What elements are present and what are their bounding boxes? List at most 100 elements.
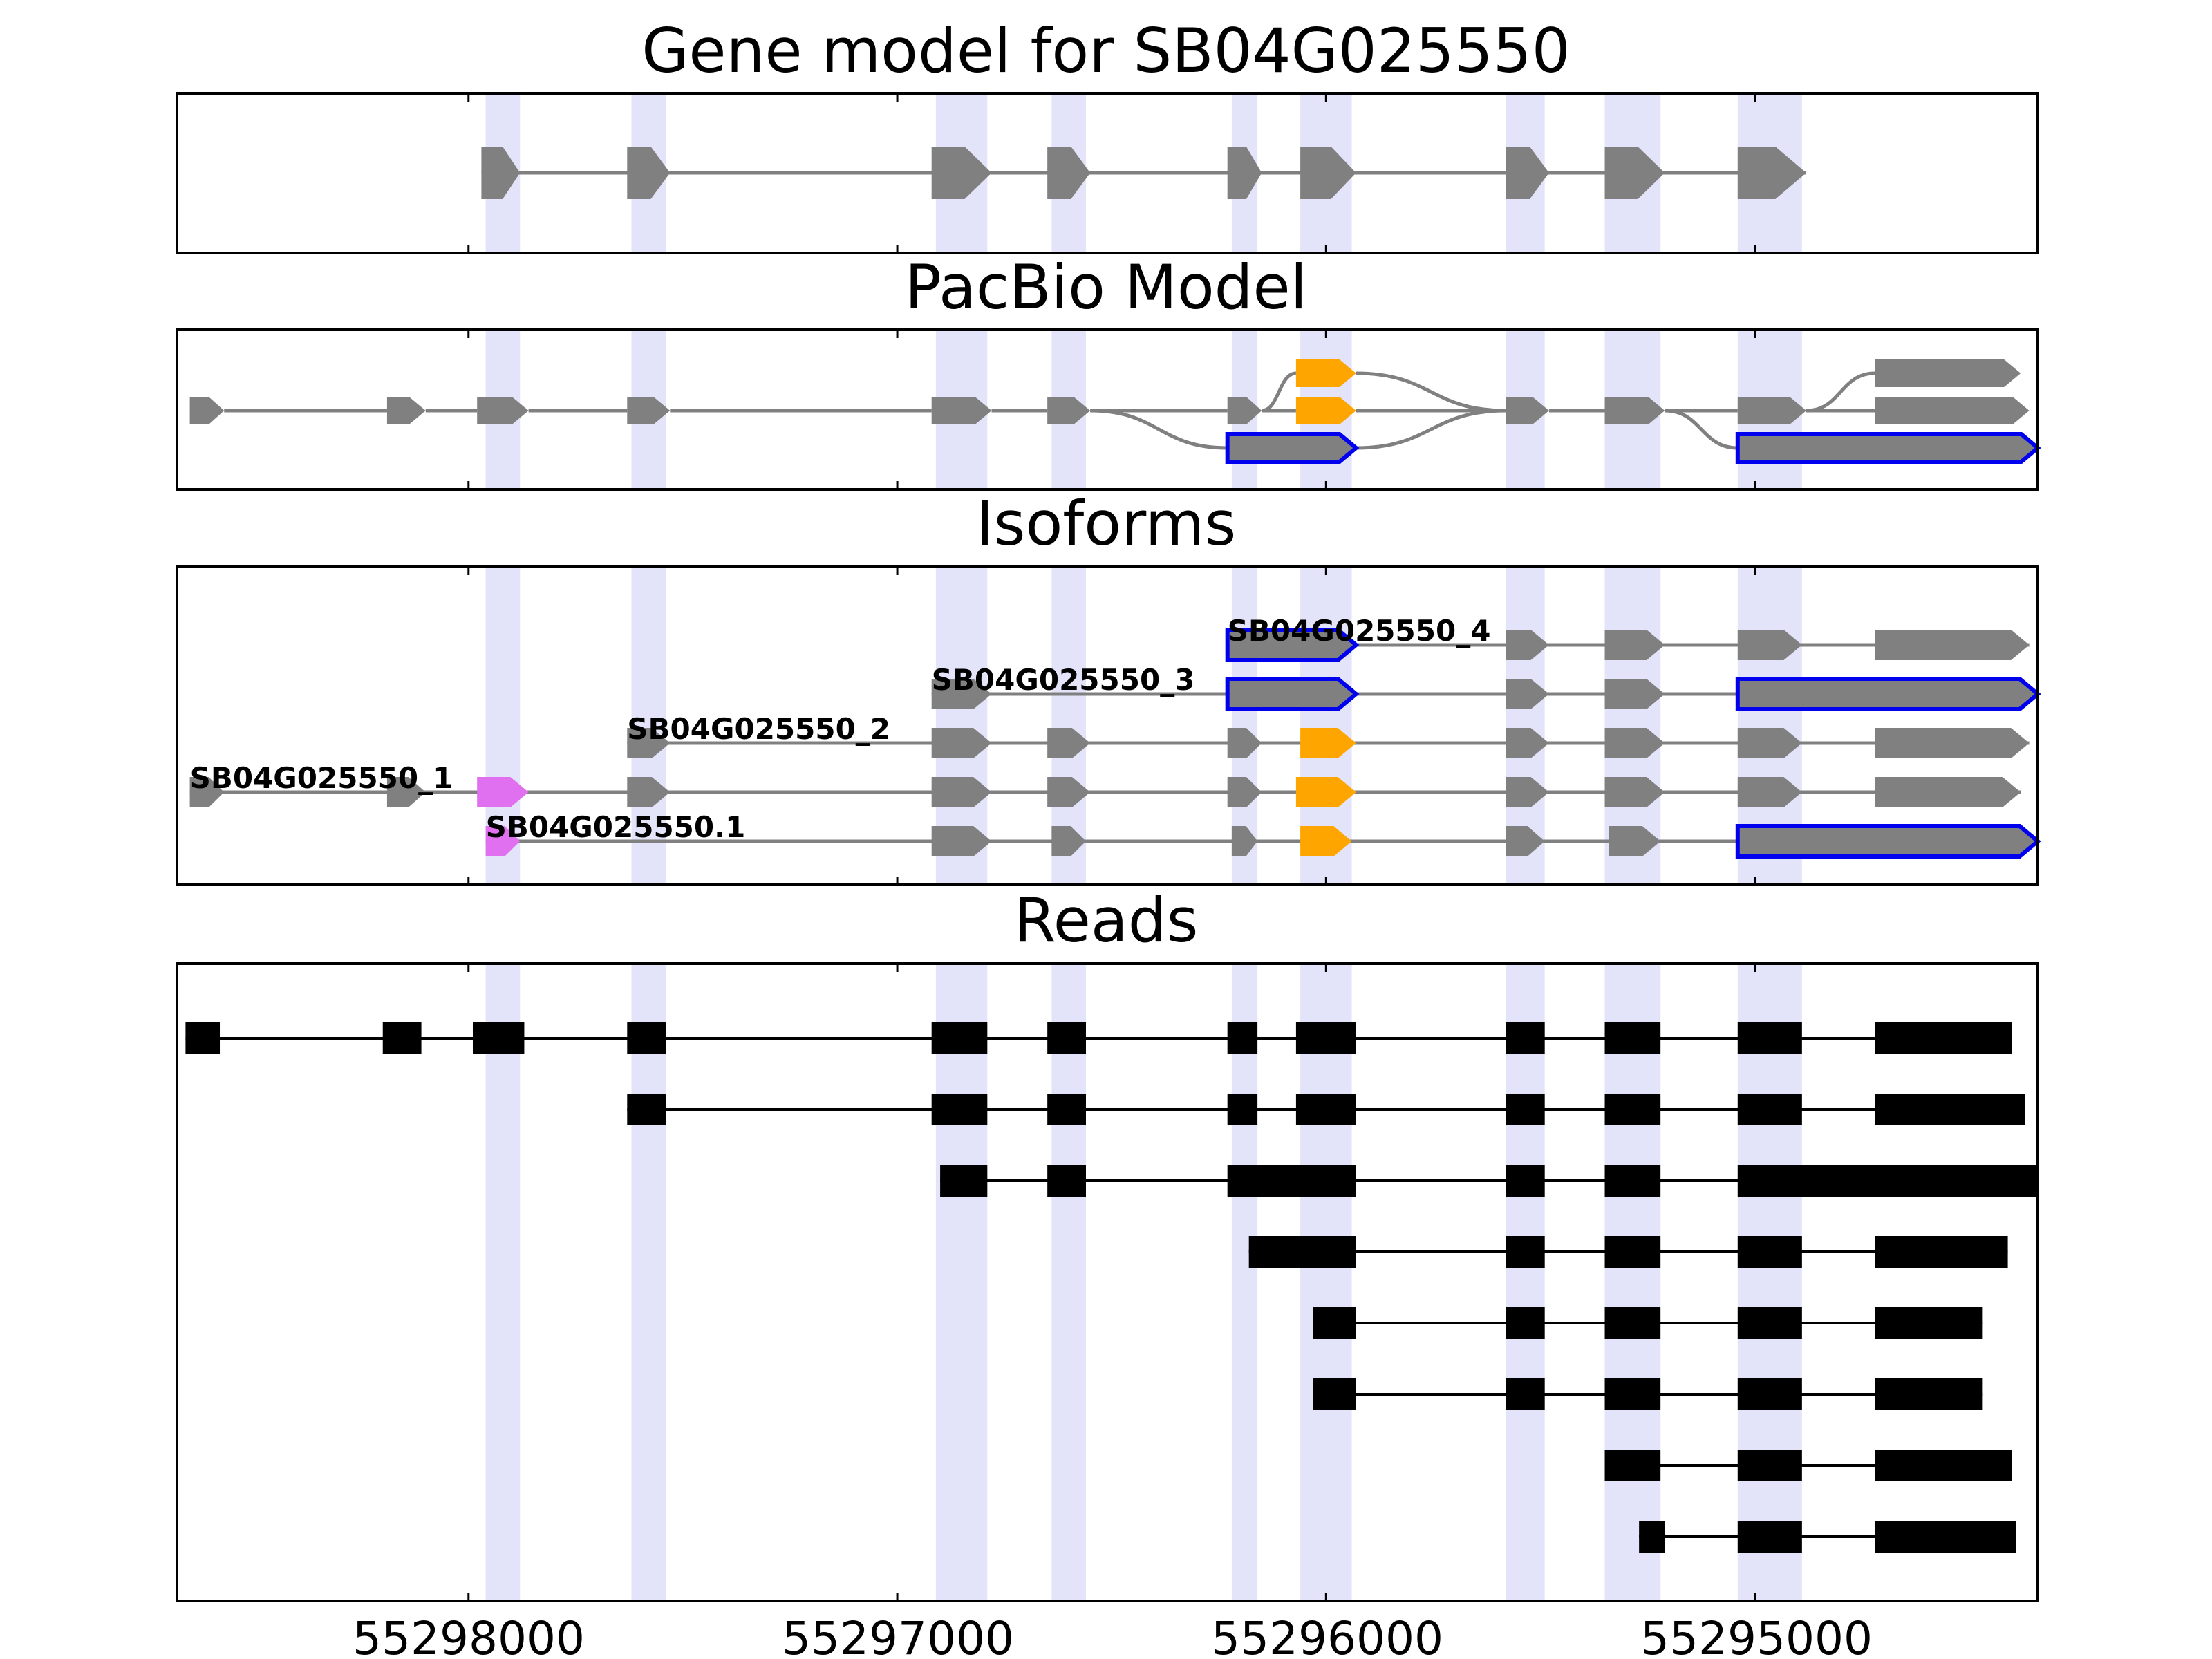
- exon-shape: [1609, 826, 1661, 856]
- read-block: [1506, 1378, 1545, 1410]
- exon-shape: [386, 777, 426, 807]
- exon-node: [189, 397, 225, 424]
- read-block: [1737, 1521, 1802, 1553]
- exon-node: [627, 397, 671, 424]
- exon-shape: [1227, 147, 1262, 199]
- exon-node: [1295, 359, 1356, 387]
- exon-shape: [931, 826, 992, 856]
- exon-node: [1047, 397, 1091, 424]
- exon-shape: [1051, 826, 1086, 856]
- exon-shape: [1604, 147, 1665, 199]
- read-block: [1248, 1236, 1356, 1268]
- shaded-region: [935, 964, 988, 1601]
- exon-shape: [1604, 679, 1665, 709]
- read-block: [472, 1022, 525, 1054]
- exon-node: [1295, 397, 1356, 424]
- exon-shape: [1735, 824, 2041, 859]
- read-block: [940, 1165, 988, 1197]
- exon-shape: [1506, 679, 1549, 709]
- read-block: [1737, 1450, 1802, 1481]
- exon-shape: [1047, 777, 1091, 807]
- read-block: [1737, 1165, 2038, 1197]
- isoform-label: SB04G025550_2: [627, 712, 890, 746]
- shaded-region: [1506, 964, 1545, 1601]
- exon-node: [1604, 397, 1665, 424]
- shaded-region: [631, 567, 666, 885]
- read-block: [1875, 1521, 2016, 1553]
- exon-shape: [627, 777, 671, 807]
- read-block: [1313, 1307, 1356, 1339]
- read-block: [1047, 1022, 1086, 1054]
- read-block: [1604, 1236, 1661, 1268]
- isoform-label: SB04G025550_1: [190, 761, 453, 795]
- read-block: [1227, 1094, 1258, 1125]
- exon-shape: [1227, 777, 1262, 807]
- exon-shape: [189, 777, 225, 807]
- read-block: [382, 1022, 422, 1054]
- highlighted-exon-node: [1225, 432, 1360, 464]
- exon-shape: [1506, 826, 1545, 856]
- read-block: [185, 1022, 221, 1054]
- exon-shape: [627, 728, 671, 758]
- exon-shape: [1875, 630, 2030, 660]
- exon-node: [1737, 397, 1807, 424]
- read-block: [627, 1022, 666, 1054]
- reads-panel: [176, 962, 2039, 1602]
- read-block: [1506, 1307, 1545, 1339]
- read-block: [1506, 1094, 1545, 1125]
- exon-shape: [1506, 728, 1549, 758]
- x-axis-labels: 55298000 55297000 55296000 55295000: [353, 1612, 1873, 1659]
- splice-edge: [1090, 409, 1228, 450]
- exon-shape: [1047, 728, 1091, 758]
- shaded-region: [1604, 964, 1661, 1601]
- start-exon-shape: [477, 777, 529, 807]
- splice-edge: [1356, 371, 1506, 413]
- splice-edge: [1261, 371, 1297, 413]
- pacbio-model-panel: [176, 328, 2041, 491]
- read-block: [931, 1022, 988, 1054]
- isoform-label: SB04G025550_4: [1228, 614, 1491, 648]
- exon-shape: [1735, 677, 2041, 711]
- read-block: [1875, 1450, 2012, 1481]
- read-block: [1737, 1378, 1802, 1410]
- splice-edge: [1665, 409, 1738, 450]
- exon-shape: [1225, 677, 1360, 711]
- x-tick-label: 55297000: [782, 1612, 1014, 1659]
- gene-model-frame: [176, 92, 2039, 254]
- read-block: [1875, 1378, 1983, 1410]
- gene-model-panel: [176, 92, 2039, 254]
- exon-node: [931, 397, 992, 424]
- exon-shape: [1604, 777, 1665, 807]
- read-block: [1295, 1022, 1356, 1054]
- exon-node: [1875, 359, 2021, 387]
- exon-shape: [1604, 630, 1665, 660]
- exon-shape: [1506, 147, 1549, 199]
- alt-exon-shape: [1300, 728, 1356, 758]
- read-block: [1737, 1236, 1802, 1268]
- splice-edge: [1806, 371, 1875, 413]
- isoform-label: SB04G025550_3: [932, 663, 1195, 697]
- read-block: [1313, 1378, 1356, 1410]
- read-block: [1506, 1022, 1545, 1054]
- isoforms-title: Isoforms: [976, 488, 1237, 559]
- read-block: [1639, 1521, 1665, 1553]
- read-block: [1227, 1022, 1258, 1054]
- exon-node: [1875, 397, 2030, 424]
- splice-edge: [1356, 409, 1506, 450]
- reads-title: Reads: [1014, 885, 1199, 956]
- read-block: [1506, 1236, 1545, 1268]
- read-block: [1047, 1165, 1086, 1197]
- exon-shape: [1737, 630, 1802, 660]
- pacbio-model-frame: [176, 328, 2039, 491]
- read-block: [1875, 1236, 2008, 1268]
- shaded-region: [1300, 964, 1352, 1601]
- exon-shape: [1227, 728, 1262, 758]
- exon-shape: [931, 147, 992, 199]
- read-block: [1604, 1307, 1661, 1339]
- read-block: [1604, 1094, 1661, 1125]
- exon-shape: [1875, 728, 2030, 758]
- read-block: [931, 1094, 988, 1125]
- read-block: [1295, 1094, 1356, 1125]
- read-block: [1737, 1022, 1802, 1054]
- shaded-region: [1231, 964, 1258, 1601]
